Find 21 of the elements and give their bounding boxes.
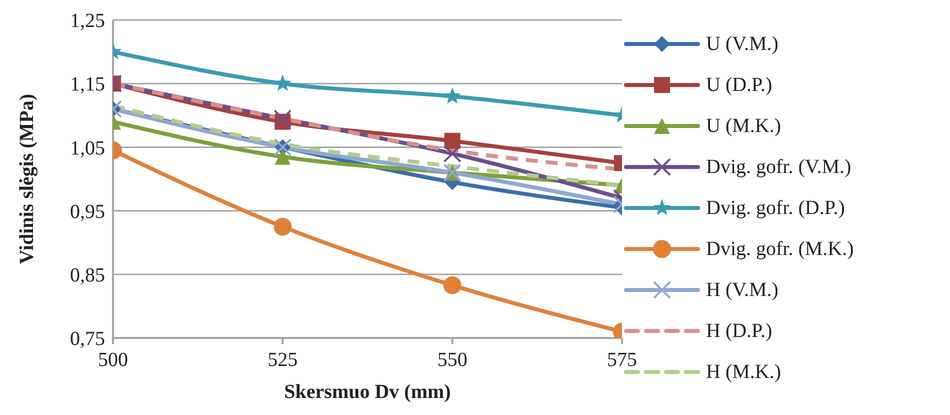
legend-label: Dvig. gofr. (V.M.) [706, 156, 852, 178]
y-tick-label: 1,05 [70, 137, 105, 160]
legend-label: U (V.M.) [706, 32, 778, 56]
y-tick-label: 1,25 [70, 10, 105, 32]
y-axis-title: Vidinis slėgis (MPa) [16, 94, 38, 264]
x-tick-label: 525 [268, 349, 298, 372]
x-tick-label: 500 [98, 349, 128, 372]
x-tick-label: 575 [607, 349, 637, 372]
y-tick-label: 0,95 [70, 200, 105, 223]
legend-label: U (M.K.) [706, 114, 781, 138]
legend-label: H (M.K.) [706, 360, 781, 384]
legend-label: H (V.M.) [706, 278, 778, 302]
x-axis-title: Skersmuo Dv (mm) [284, 381, 451, 403]
legend-label: U (D.P.) [706, 74, 772, 96]
y-tick-label: 0,85 [70, 264, 105, 286]
legend-label: H (D.P.) [706, 320, 772, 342]
legend-label: Dvig. gofr. (M.K.) [706, 238, 854, 260]
y-tick-label: 0,75 [70, 328, 105, 350]
y-tick-label: 1,15 [70, 74, 105, 96]
x-tick-label: 550 [437, 349, 468, 372]
legend-label: Dvig. gofr. (D.P.) [706, 196, 845, 220]
